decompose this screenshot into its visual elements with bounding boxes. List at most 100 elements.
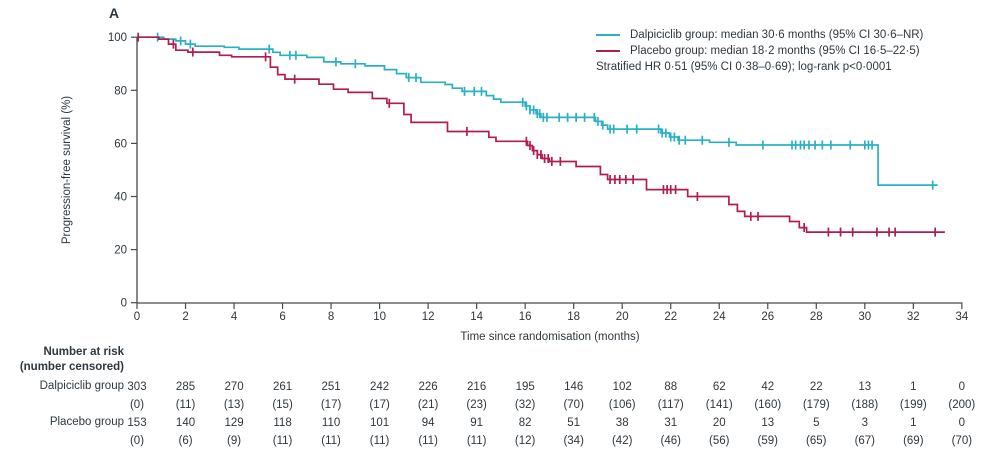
x-tick-label: 20 xyxy=(616,311,629,323)
legend-label-dalpiciclib: Dalpiciclib group: median 30·6 months (9… xyxy=(630,29,924,41)
risk-count: 195 xyxy=(516,381,535,393)
placebo-line-swatch xyxy=(596,49,620,53)
x-tick-label: 10 xyxy=(373,311,386,323)
risk-count: 216 xyxy=(467,381,486,393)
risk-count: 3 xyxy=(862,417,868,429)
censored-count: (11) xyxy=(321,435,341,447)
censored-count: (141) xyxy=(706,399,733,411)
censored-count: (0) xyxy=(130,399,144,411)
risk-count: 0 xyxy=(959,417,965,429)
legend-item-dalpiciclib: Dalpiciclib group: median 30·6 months (9… xyxy=(596,27,923,43)
risk-count: 261 xyxy=(273,381,292,393)
x-tick-label: 24 xyxy=(713,311,726,323)
x-tick-label: 0 xyxy=(134,311,140,323)
stratified-hr-note: Stratified HR 0·51 (95% CI 0·38–0·69); l… xyxy=(596,61,892,73)
censored-count: (106) xyxy=(609,399,636,411)
risk-count: 5 xyxy=(813,417,819,429)
y-tick-label: 20 xyxy=(114,245,127,257)
survival-curves xyxy=(137,32,945,237)
risk-row-label-placebo: Placebo group xyxy=(49,416,124,428)
risk-count: 101 xyxy=(370,417,389,429)
censored-count: (23) xyxy=(466,399,487,411)
risk-table-header-line2: (number censored) xyxy=(19,361,124,373)
risk-count: 110 xyxy=(322,417,340,429)
censored-count: (32) xyxy=(515,399,536,411)
censored-count: (11) xyxy=(370,435,390,447)
risk-count: 20 xyxy=(713,417,726,429)
censored-count: (0) xyxy=(130,435,144,447)
legend: Dalpiciclib group: median 30·6 months (9… xyxy=(596,27,923,75)
censored-count: (117) xyxy=(658,399,684,411)
censored-count: (34) xyxy=(563,435,584,447)
y-tick-label: 100 xyxy=(108,32,127,44)
risk-count: 88 xyxy=(664,381,677,393)
risk-count: 118 xyxy=(273,417,291,429)
x-tick-label: 12 xyxy=(422,311,435,323)
censored-count: (160) xyxy=(754,399,781,411)
x-tick-label: 32 xyxy=(907,311,920,323)
risk-count: 51 xyxy=(567,417,580,429)
censored-count: (70) xyxy=(952,435,973,447)
y-axis-title: Progression-free survival (%) xyxy=(61,95,73,245)
risk-count: 285 xyxy=(176,381,195,393)
censored-count: (65) xyxy=(806,435,827,447)
risk-count: 1 xyxy=(910,381,916,393)
legend-item-placebo: Placebo group: median 18·2 months (95% C… xyxy=(596,43,923,59)
censored-count: (69) xyxy=(903,435,924,447)
x-tick-label: 16 xyxy=(519,311,532,323)
risk-count: 13 xyxy=(761,417,774,429)
risk-count: 42 xyxy=(761,381,774,393)
survival-curve-placebo-group xyxy=(137,36,945,233)
x-tick-label: 26 xyxy=(761,311,774,323)
risk-table-header-line1: Number at risk xyxy=(43,346,124,358)
risk-count: 226 xyxy=(419,381,438,393)
risk-count: 129 xyxy=(224,417,243,429)
censored-count: (13) xyxy=(224,399,245,411)
risk-count: 270 xyxy=(224,381,243,393)
risk-count: 303 xyxy=(127,381,146,393)
x-tick-label: 14 xyxy=(470,311,483,323)
x-tick-label: 2 xyxy=(182,311,188,323)
risk-row-label-dalpiciclib: Dalpiciclib group xyxy=(39,380,124,392)
risk-count: 242 xyxy=(370,381,389,393)
censored-count: (70) xyxy=(563,399,584,411)
censored-count: (199) xyxy=(900,399,927,411)
survival-curve-dalpiciclib-group xyxy=(137,36,938,186)
censored-count: (11) xyxy=(176,399,196,411)
censored-count: (9) xyxy=(227,435,241,447)
censored-count: (42) xyxy=(612,435,633,447)
censored-count: (67) xyxy=(855,435,876,447)
x-tick-label: 34 xyxy=(955,311,968,323)
censored-count: (11) xyxy=(467,435,487,447)
risk-count: 38 xyxy=(616,417,629,429)
legend-label-placebo: Placebo group: median 18·2 months (95% C… xyxy=(630,45,920,57)
y-tick-label: 60 xyxy=(114,138,127,150)
x-tick-label: 8 xyxy=(328,311,334,323)
risk-count: 140 xyxy=(176,417,195,429)
risk-count: 1 xyxy=(910,417,916,429)
number-at-risk-values: 303 (0) 285 (11) 270 (13) 261 (15) 251 (17) 242 (17… xyxy=(127,381,975,447)
censored-count: (12) xyxy=(515,435,536,447)
censored-count: (59) xyxy=(758,435,779,447)
censored-count: (11) xyxy=(273,435,293,447)
x-axis-title: Time since randomisation (months) xyxy=(460,331,640,343)
risk-count: 82 xyxy=(519,417,532,429)
censored-count: (11) xyxy=(418,435,438,447)
dalpiciclib-line-swatch xyxy=(596,33,620,37)
x-tick-label: 6 xyxy=(279,311,285,323)
censored-count: (56) xyxy=(709,435,730,447)
censored-count: (179) xyxy=(803,399,830,411)
censored-count: (188) xyxy=(851,399,878,411)
x-tick-label: 22 xyxy=(664,311,677,323)
risk-count: 146 xyxy=(564,381,583,393)
censored-count: (15) xyxy=(272,399,293,411)
x-tick-label: 28 xyxy=(810,311,823,323)
risk-count: 31 xyxy=(664,417,677,429)
risk-count: 0 xyxy=(959,381,965,393)
risk-count: 94 xyxy=(422,417,435,429)
censored-count: (6) xyxy=(178,435,192,447)
censored-count: (17) xyxy=(321,399,342,411)
